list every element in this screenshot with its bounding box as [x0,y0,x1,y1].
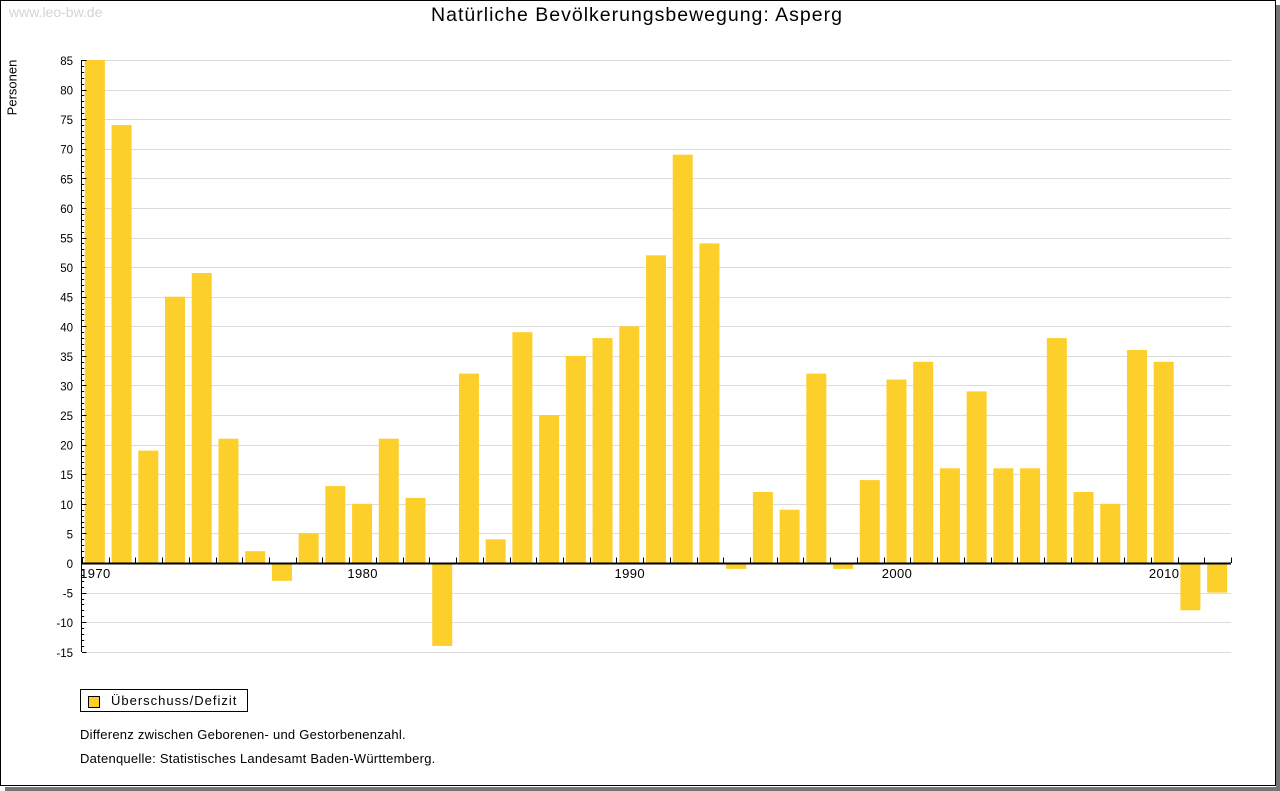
svg-text:2010: 2010 [1149,566,1180,581]
svg-text:-10: -10 [56,618,73,630]
svg-text:40: 40 [60,322,73,334]
svg-text:65: 65 [60,174,73,186]
svg-text:50: 50 [60,263,73,275]
svg-text:60: 60 [60,204,73,216]
svg-text:20: 20 [60,441,73,453]
svg-text:-5: -5 [63,589,73,601]
svg-text:2000: 2000 [882,566,913,581]
svg-text:30: 30 [60,382,73,394]
svg-text:70: 70 [60,145,73,157]
svg-text:75: 75 [60,115,73,127]
svg-text:10: 10 [60,500,73,512]
svg-text:1990: 1990 [615,566,646,581]
svg-text:45: 45 [60,293,73,305]
svg-text:85: 85 [60,56,73,68]
svg-text:35: 35 [60,352,73,364]
svg-text:1970: 1970 [80,566,111,581]
svg-text:25: 25 [60,411,73,423]
svg-text:5: 5 [67,529,73,541]
svg-text:15: 15 [60,470,73,482]
svg-text:1980: 1980 [347,566,378,581]
svg-text:0: 0 [67,559,73,571]
svg-text:55: 55 [60,234,73,246]
svg-text:-15: -15 [56,648,73,660]
svg-text:80: 80 [60,86,73,98]
